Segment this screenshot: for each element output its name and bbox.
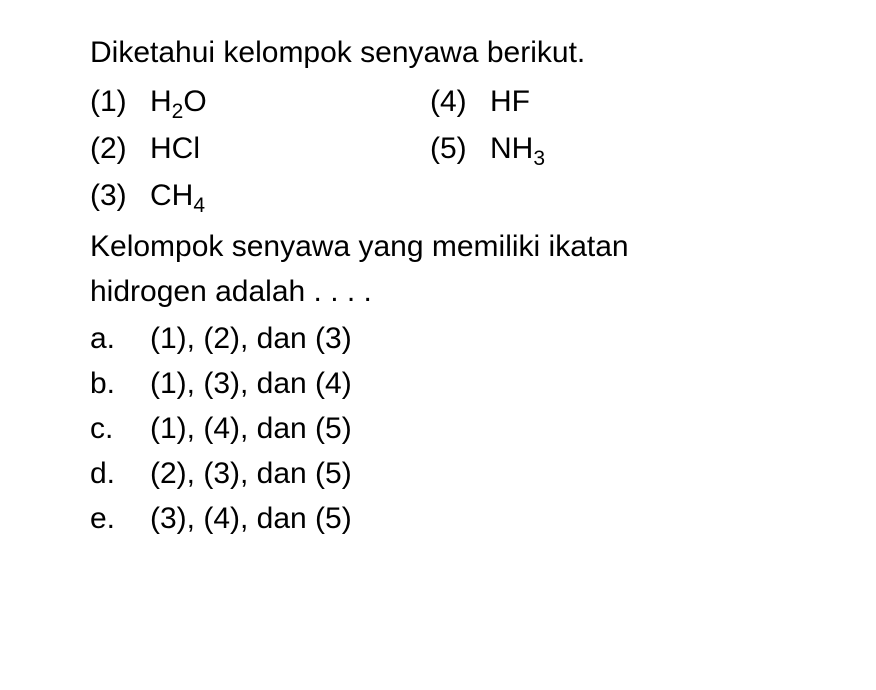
option-e-text: (3), (4), dan (5): [150, 496, 786, 541]
option-c-letter: c.: [90, 406, 150, 451]
option-d: d. (2), (3), dan (5): [90, 451, 786, 496]
compound-1: (1) H2O: [90, 79, 430, 124]
compounds-row-1: (1) H2O (4) HF: [90, 79, 786, 124]
option-e: e. (3), (4), dan (5): [90, 496, 786, 541]
prompt-line2: hidrogen adalah . . . .: [90, 269, 786, 314]
intro-text: Diketahui kelompok senyawa berikut.: [90, 30, 786, 75]
compound-2: (2) HCl: [90, 126, 430, 171]
compound-4-formula: HF: [490, 79, 530, 124]
option-c-text: (1), (4), dan (5): [150, 406, 786, 451]
question-container: Diketahui kelompok senyawa berikut. (1) …: [90, 30, 786, 541]
compound-5-formula: NH3: [490, 126, 545, 171]
option-e-letter: e.: [90, 496, 150, 541]
compound-3: (3) CH4: [90, 173, 430, 218]
compound-2-formula: HCl: [150, 126, 200, 171]
compound-2-num: (2): [90, 126, 150, 171]
option-b-letter: b.: [90, 361, 150, 406]
compounds-row-3: (3) CH4: [90, 173, 786, 218]
option-a-text: (1), (2), dan (3): [150, 316, 786, 361]
option-c: c. (1), (4), dan (5): [90, 406, 786, 451]
option-b: b. (1), (3), dan (4): [90, 361, 786, 406]
compound-1-num: (1): [90, 79, 150, 124]
option-d-letter: d.: [90, 451, 150, 496]
option-b-text: (1), (3), dan (4): [150, 361, 786, 406]
compound-1-formula: H2O: [150, 79, 207, 124]
question-prompt: Kelompok senyawa yang memiliki ikatan hi…: [90, 224, 786, 314]
compound-4: (4) HF: [430, 79, 786, 124]
compound-4-num: (4): [430, 79, 490, 124]
prompt-line1: Kelompok senyawa yang memiliki ikatan: [90, 224, 786, 269]
option-d-text: (2), (3), dan (5): [150, 451, 786, 496]
compound-5-num: (5): [430, 126, 490, 171]
option-a: a. (1), (2), dan (3): [90, 316, 786, 361]
compound-5: (5) NH3: [430, 126, 786, 171]
option-a-letter: a.: [90, 316, 150, 361]
compound-3-num: (3): [90, 173, 150, 218]
compounds-row-2: (2) HCl (5) NH3: [90, 126, 786, 171]
compound-3-formula: CH4: [150, 173, 205, 218]
